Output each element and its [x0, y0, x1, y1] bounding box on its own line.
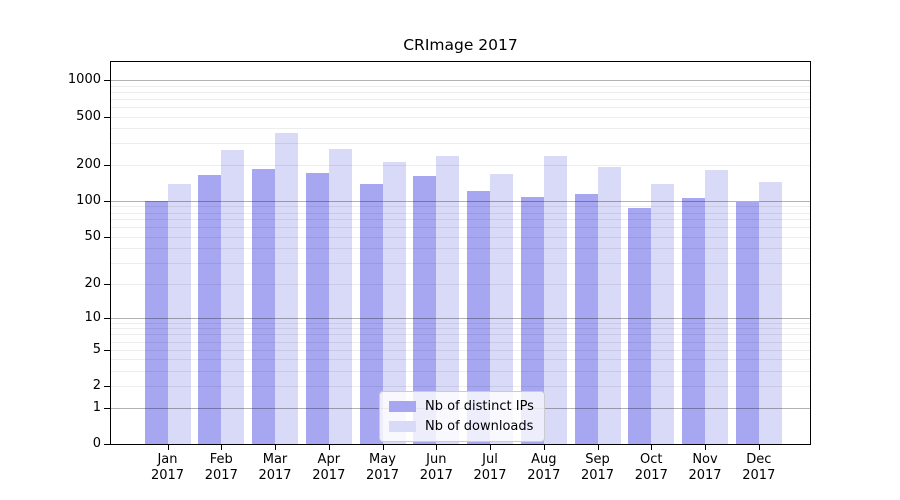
bar-downloads-jul: [490, 174, 513, 444]
bar-distinct-ips-jan: [144, 200, 168, 444]
y-tick: [104, 200, 110, 202]
y-tick: [104, 236, 110, 238]
bar-downloads-dec: [758, 181, 782, 444]
x-tick: [597, 445, 599, 450]
x-tick-label: Apr 2017: [312, 452, 346, 483]
bar-distinct-ips-sep: [574, 193, 598, 444]
bar-downloads-mar: [275, 133, 298, 444]
bar-distinct-ips-apr: [305, 173, 329, 444]
bar-downloads-feb: [221, 150, 245, 444]
y-tick: [104, 80, 110, 81]
chart-title: CRImage 2017: [403, 36, 518, 54]
legend-swatch-downloads: [389, 421, 416, 432]
y-tick: [104, 283, 110, 285]
x-tick: [382, 445, 384, 450]
y-tick-label: 100: [76, 192, 101, 208]
y-tick-label: 500: [76, 108, 101, 124]
x-tick: [651, 445, 653, 450]
y-tick: [104, 386, 110, 388]
x-tick-label: Oct 2017: [634, 452, 668, 483]
x-tick-label: Jun 2017: [419, 452, 453, 483]
y-tick: [104, 116, 110, 118]
y-tick: [104, 164, 110, 166]
y-tick-label: 10: [84, 309, 101, 325]
bar-downloads-jun: [436, 156, 460, 444]
gridline-minor: [111, 128, 810, 130]
y-tick: [104, 444, 110, 445]
bar-distinct-ips-nov: [682, 197, 705, 444]
y-tick-label: 50: [84, 228, 101, 244]
x-tick: [705, 445, 706, 450]
legend-swatch-distinct-ips: [389, 401, 416, 412]
bar-downloads-nov: [705, 170, 728, 444]
y-tick: [104, 407, 110, 409]
bar-distinct-ips-aug: [520, 196, 544, 444]
y-tick-label: 1000: [67, 72, 101, 87]
gridline-minor: [111, 106, 810, 108]
x-tick-label: Aug 2017: [527, 452, 561, 483]
x-tick: [328, 445, 330, 450]
gridline-minor: [111, 164, 810, 166]
x-tick: [167, 445, 169, 450]
legend-item-distinct-ips: Nb of distinct IPs: [389, 399, 534, 414]
x-tick-label: Nov 2017: [688, 452, 722, 483]
gridline-minor: [111, 98, 810, 100]
bar-distinct-ips-oct: [628, 208, 652, 444]
legend-label-distinct-ips: Nb of distinct IPs: [425, 399, 534, 414]
y-tick-label: 0: [92, 436, 101, 451]
y-tick-label: 200: [76, 156, 101, 172]
gridline-minor: [111, 91, 810, 93]
bar-downloads-apr: [328, 149, 352, 444]
x-tick: [436, 445, 438, 450]
y-tick-label: 1: [92, 399, 101, 415]
x-tick: [758, 445, 760, 450]
y-tick-label: 5: [92, 341, 101, 357]
bar-distinct-ips-jun: [413, 176, 437, 444]
x-tick-label: Feb 2017: [204, 452, 238, 483]
gridline-minor: [111, 143, 810, 145]
gridline-major: [111, 80, 810, 81]
x-tick-label: Sep 2017: [580, 452, 615, 483]
x-tick: [543, 445, 545, 450]
bar-distinct-ips-may: [359, 183, 383, 444]
x-tick: [490, 445, 491, 450]
x-tick-label: Jul 2017: [473, 452, 507, 483]
legend-item-downloads: Nb of downloads: [389, 419, 534, 434]
gridline-minor: [111, 85, 810, 87]
plot-area: Nb of distinct IPs Nb of downloads Jan 20…: [68, 61, 811, 483]
bar-distinct-ips-mar: [252, 169, 275, 444]
y-tick: [104, 349, 110, 351]
bar-downloads-jan: [167, 183, 191, 444]
x-tick-label: Dec 2017: [742, 452, 776, 483]
x-tick: [275, 445, 276, 450]
bar-downloads-aug: [543, 155, 567, 444]
x-tick-label: Mar 2017: [258, 452, 292, 483]
bar-distinct-ips-jul: [467, 191, 490, 444]
gridline-minor: [111, 116, 810, 118]
bar-downloads-may: [382, 161, 406, 444]
y-tick: [104, 317, 110, 319]
bar-distinct-ips-dec: [735, 201, 759, 444]
bar-downloads-sep: [597, 167, 621, 444]
y-tick-label: 2: [92, 378, 101, 394]
x-tick-label: Jan 2017: [150, 452, 185, 483]
y-tick-label: 20: [84, 275, 101, 291]
legend-label-downloads: Nb of downloads: [425, 419, 534, 434]
x-tick-label: May 2017: [365, 452, 400, 483]
bar-downloads-oct: [651, 184, 675, 444]
bar-distinct-ips-feb: [198, 175, 222, 444]
legend: Nb of distinct IPs Nb of downloads: [379, 391, 545, 442]
x-tick: [221, 445, 223, 450]
